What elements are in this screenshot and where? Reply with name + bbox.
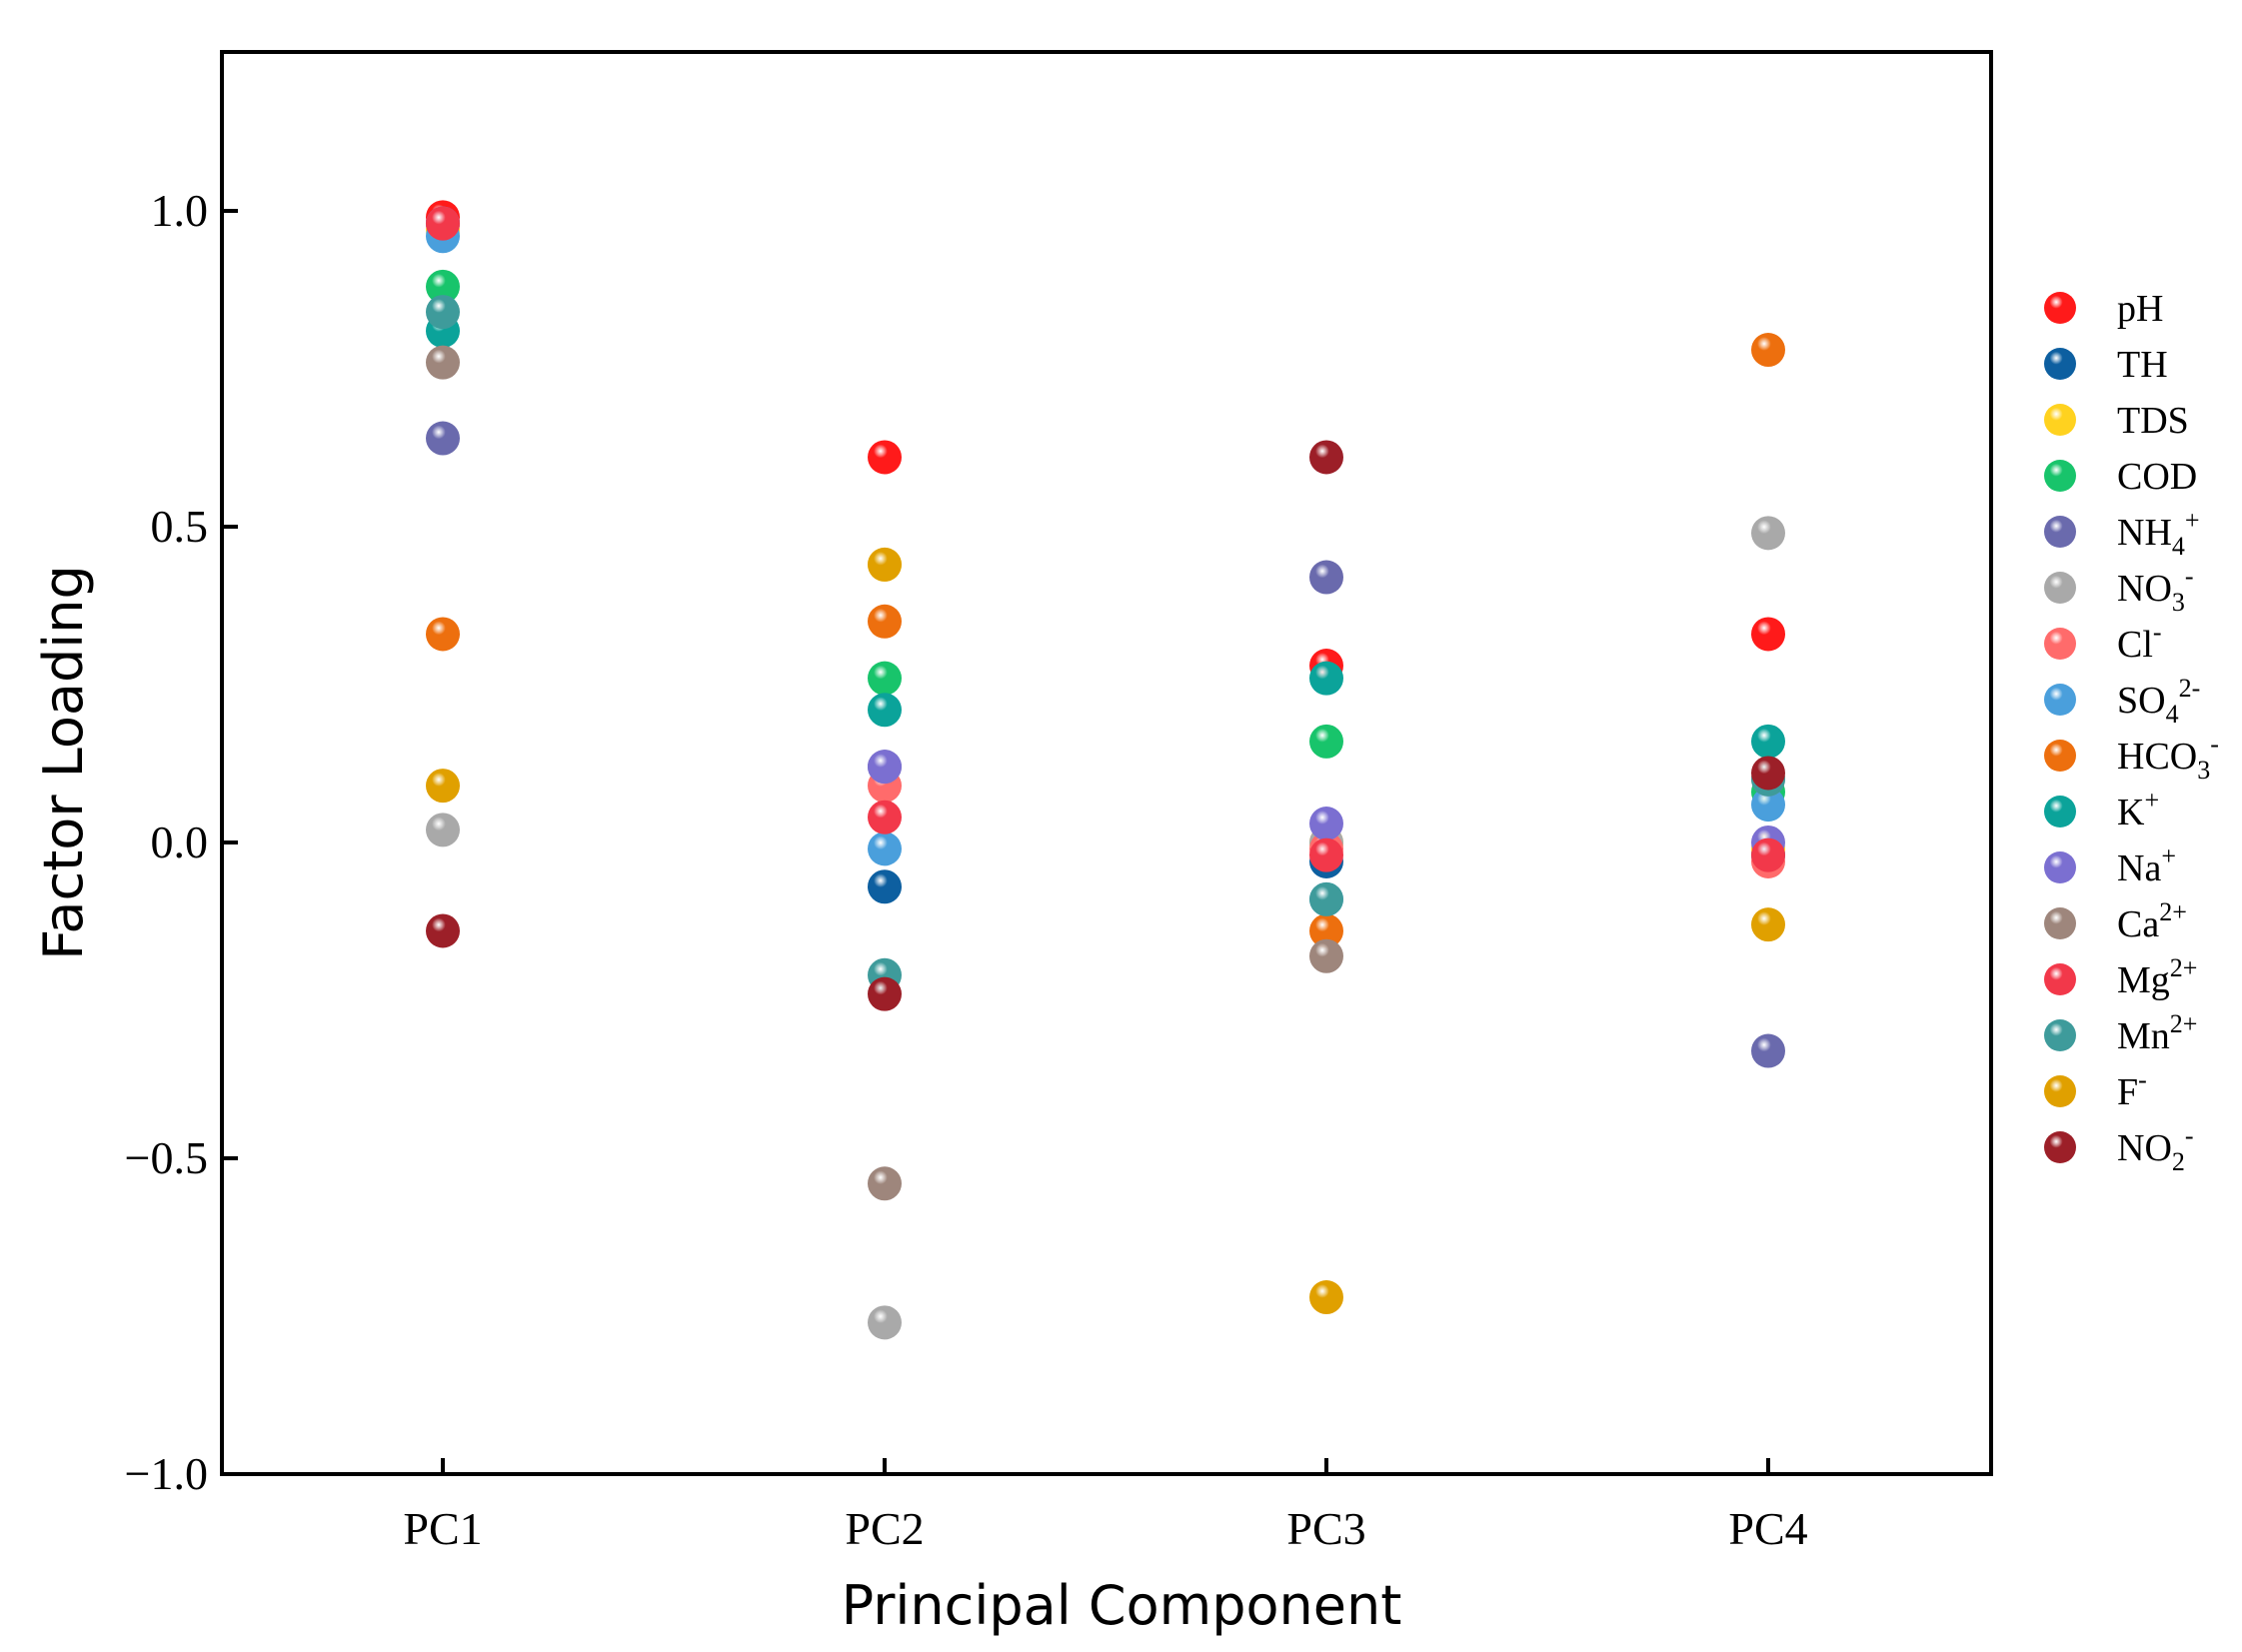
x-tick-label: PC3	[1286, 1503, 1365, 1554]
legend-label: pH	[2117, 288, 2163, 330]
x-tick-label: PC1	[403, 1503, 482, 1554]
data-point	[1309, 837, 1343, 872]
legend-marker	[2044, 628, 2076, 660]
legend-marker	[2044, 292, 2076, 324]
data-point	[1751, 617, 1785, 652]
data-point	[868, 440, 902, 475]
y-tick-label: 0.5	[151, 501, 209, 552]
data-point	[1751, 1033, 1785, 1068]
data-point	[868, 750, 902, 785]
x-axis: PC1 PC2 PC3 PC4	[403, 1458, 1808, 1554]
legend-marker	[2044, 572, 2076, 604]
data-point	[1751, 788, 1785, 823]
data-point	[868, 547, 902, 582]
data-point	[868, 831, 902, 866]
legend-label: TH	[2117, 344, 2168, 386]
y-tick-label: 1.0	[151, 185, 209, 236]
data-points	[426, 200, 1785, 1340]
data-point	[868, 661, 902, 696]
legend-label: K+	[2117, 786, 2159, 833]
legend-label: NO3-	[2117, 562, 2194, 617]
legend-label: NO2-	[2117, 1121, 2194, 1176]
data-point	[1309, 881, 1343, 916]
y-tick-label: −1.0	[125, 1448, 208, 1499]
legend-marker	[2044, 516, 2076, 548]
legend: pH TH TDS COD NH4+NO3-Cl- SO42-HCO3-K+ Na+ Ca2+…	[2044, 288, 2219, 1176]
legend-label: Na+	[2117, 841, 2176, 889]
data-point	[1751, 724, 1785, 759]
data-point	[426, 421, 460, 456]
data-point	[426, 913, 460, 948]
legend-label: Mg2+	[2117, 953, 2197, 1001]
data-point	[426, 813, 460, 847]
data-point	[868, 800, 902, 834]
data-point	[1309, 440, 1343, 475]
legend-label: F-	[2117, 1065, 2147, 1113]
plot-frame	[220, 50, 1993, 1476]
legend-label: TDS	[2117, 400, 2189, 442]
y-tick-label: −0.5	[125, 1132, 208, 1183]
legend-marker	[2044, 1019, 2076, 1051]
legend-label: Cl-	[2117, 618, 2162, 666]
legend-label: SO42-	[2117, 674, 2200, 729]
data-point	[1309, 724, 1343, 759]
data-point	[868, 1305, 902, 1340]
data-point	[1309, 560, 1343, 595]
data-point	[1309, 807, 1343, 841]
legend-label: Mn2+	[2117, 1009, 2197, 1057]
legend-marker	[2044, 963, 2076, 995]
legend-marker	[2044, 348, 2076, 380]
y-tick-label: 0.0	[151, 817, 209, 867]
legend-marker	[2044, 404, 2076, 436]
data-point	[868, 1166, 902, 1201]
x-axis-title: Principal Component	[842, 1574, 1402, 1637]
data-point	[426, 269, 460, 304]
data-point	[868, 693, 902, 728]
legend-label: Ca2+	[2117, 897, 2187, 945]
data-point	[426, 206, 460, 241]
x-tick-label: PC2	[845, 1503, 924, 1554]
legend-marker	[2044, 907, 2076, 939]
legend-marker	[2044, 851, 2076, 883]
data-point	[1751, 333, 1785, 368]
legend-marker	[2044, 1075, 2076, 1107]
legend-label: NH4+	[2117, 506, 2200, 561]
data-point	[426, 617, 460, 652]
data-point	[426, 769, 460, 804]
data-point	[1751, 516, 1785, 551]
legend-marker	[2044, 796, 2076, 827]
x-tick-label: PC4	[1728, 1503, 1807, 1554]
data-point	[1309, 938, 1343, 973]
data-point	[868, 976, 902, 1011]
legend-label: COD	[2117, 456, 2197, 498]
data-point	[1751, 837, 1785, 872]
data-point	[426, 295, 460, 330]
data-point	[1309, 913, 1343, 948]
legend-marker	[2044, 684, 2076, 716]
legend-marker	[2044, 1131, 2076, 1163]
data-point	[1309, 661, 1343, 696]
data-point	[868, 604, 902, 639]
data-point	[1309, 1280, 1343, 1315]
data-point	[426, 345, 460, 380]
legend-marker	[2044, 740, 2076, 772]
legend-marker	[2044, 460, 2076, 492]
data-point	[1751, 756, 1785, 791]
data-point	[868, 869, 902, 904]
legend-label: HCO3-	[2117, 730, 2219, 785]
data-point	[1751, 907, 1785, 942]
y-axis-title: Factor Loading	[32, 565, 95, 960]
y-axis: 1.0 0.5 0.0 −0.5 −1.0	[125, 185, 238, 1499]
